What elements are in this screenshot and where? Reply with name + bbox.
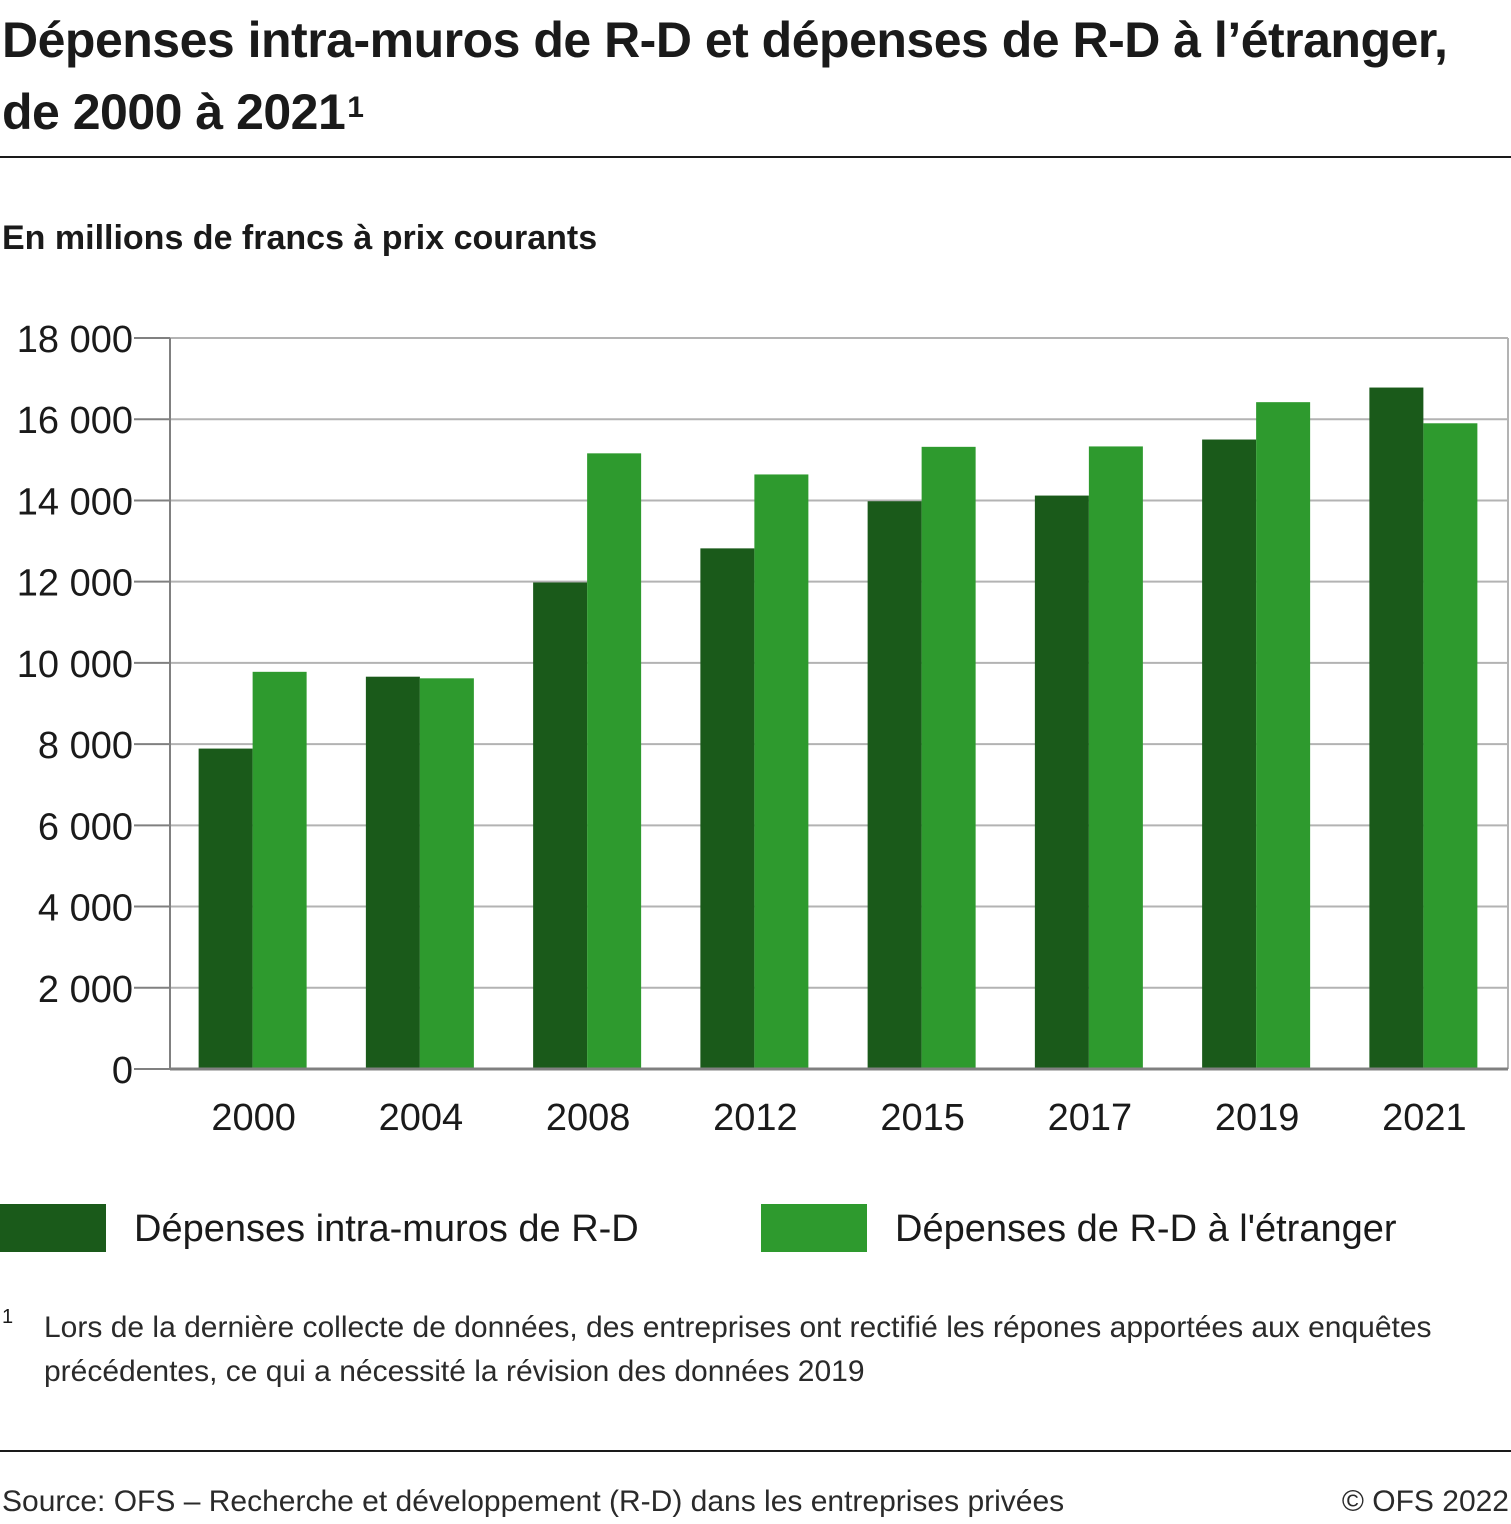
bar-intra-muros — [533, 582, 588, 1069]
x-tick-label: 2012 — [713, 1097, 798, 1139]
x-tick-label: 2015 — [880, 1097, 965, 1139]
x-tick-label: 2017 — [1048, 1097, 1133, 1139]
chart-subtitle: En millions de francs à prix courants — [2, 219, 598, 257]
x-tick-label: 2004 — [379, 1097, 464, 1139]
legend-swatch-intra-muros — [0, 1204, 106, 1252]
legend-label-intra-muros: Dépenses intra-muros de R-D — [134, 1208, 639, 1250]
bar-etranger — [587, 453, 642, 1069]
footer-divider — [0, 1450, 1511, 1452]
footer: Source: OFS – Recherche et développement… — [0, 1482, 1511, 1522]
bar-etranger — [1088, 446, 1143, 1070]
footnote-mark: 1 — [2, 1306, 14, 1328]
bar-chart: 0 2 000 4 000 6 000 8 000 10 000 12 000 14 000 1… — [17, 319, 1509, 1139]
x-tick-label: 2019 — [1215, 1097, 1300, 1139]
y-tick-label: 8 000 — [38, 725, 133, 767]
bar-intra-muros — [198, 748, 253, 1069]
bar-intra-muros — [1369, 387, 1424, 1070]
bar-etranger — [921, 446, 976, 1069]
source-text: Source: OFS – Recherche et développement… — [2, 1485, 1065, 1518]
bar-etranger — [1423, 423, 1478, 1069]
y-tick-label: 12 000 — [17, 563, 133, 605]
x-tick-label: 2021 — [1382, 1097, 1467, 1139]
legend-swatch-etranger — [761, 1204, 867, 1252]
chart-title: Dépenses intra-muros de R-D et dépenses … — [2, 4, 1482, 148]
title-footnote-mark: 1 — [347, 91, 364, 124]
chart-title-text: Dépenses intra-muros de R-D et dépenses … — [2, 12, 1448, 140]
bar-intra-muros — [1034, 495, 1089, 1069]
bar-intra-muros — [700, 548, 755, 1069]
bar-intra-muros — [365, 676, 420, 1069]
legend: Dépenses intra-muros de R-D Dépenses de … — [0, 1202, 1511, 1254]
bar-etranger — [1256, 402, 1311, 1070]
y-tick-label: 0 — [112, 1050, 133, 1092]
y-tick-label: 10 000 — [17, 644, 133, 686]
bar-intra-muros — [1202, 439, 1257, 1069]
copyright-text: © OFS 2022 — [1341, 1485, 1509, 1518]
y-tick-label: 16 000 — [17, 400, 133, 442]
y-tick-labels: 0 2 000 4 000 6 000 8 000 10 000 12 000 14 000 1… — [17, 319, 133, 1092]
legend-label-etranger: Dépenses de R-D à l'étranger — [895, 1208, 1397, 1250]
bars — [198, 387, 1478, 1070]
y-tick-label: 14 000 — [17, 481, 133, 523]
bar-etranger — [252, 671, 307, 1069]
x-tick-label: 2008 — [546, 1097, 631, 1139]
footnote-text: Lors de la dernière collecte de données,… — [44, 1311, 1432, 1388]
title-divider — [0, 156, 1511, 158]
y-tick-label: 18 000 — [17, 319, 133, 361]
bar-etranger — [419, 678, 474, 1069]
bar-etranger — [754, 474, 809, 1069]
y-tick-label: 2 000 — [38, 969, 133, 1011]
axes — [169, 338, 1509, 1071]
y-tick-label: 6 000 — [38, 806, 133, 848]
x-tick-label: 2000 — [211, 1097, 296, 1139]
bar-intra-muros — [867, 501, 922, 1069]
x-tick-labels: 2000 2004 2008 2012 2015 2017 2019 2021 — [211, 1097, 1466, 1139]
y-tick-label: 4 000 — [38, 888, 133, 930]
